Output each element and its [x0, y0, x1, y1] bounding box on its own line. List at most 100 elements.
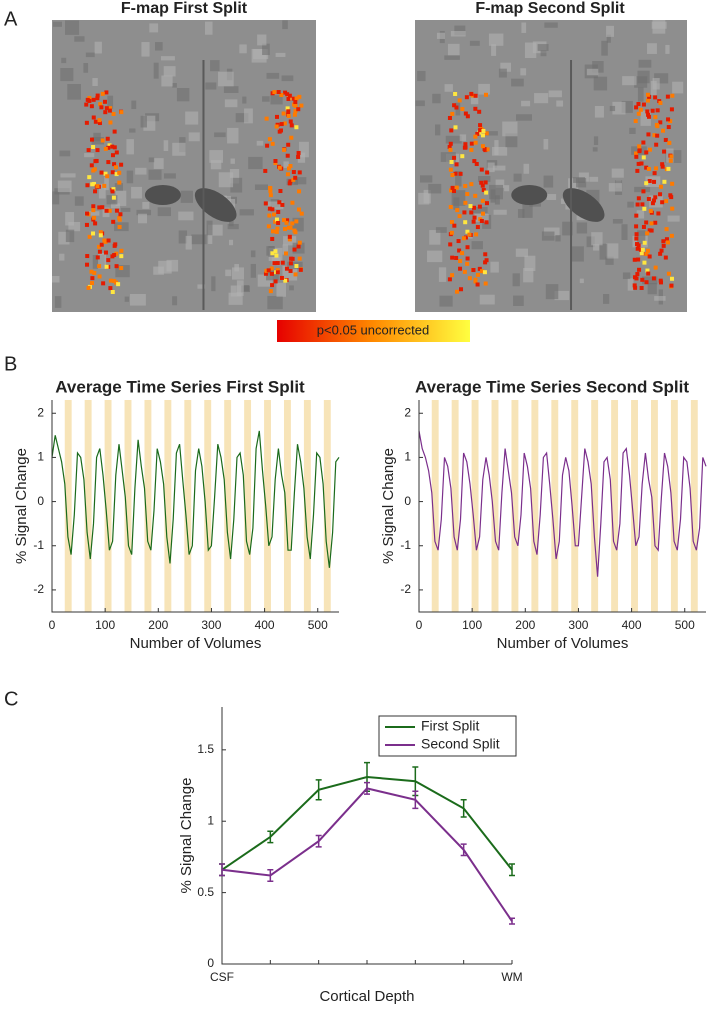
y-tick-label: 0: [404, 494, 411, 508]
activation: [87, 175, 92, 180]
activation: [291, 96, 296, 101]
activation: [478, 123, 483, 128]
activation: [93, 189, 98, 194]
chart-title: Average Time Series First Split: [55, 377, 305, 396]
texture: [256, 140, 264, 146]
activation: [662, 149, 667, 154]
texture: [59, 253, 65, 261]
texture: [129, 293, 146, 306]
texture: [586, 236, 595, 248]
texture: [115, 190, 127, 206]
activation: [659, 248, 664, 253]
activation: [637, 144, 642, 149]
texture: [492, 165, 506, 171]
texture: [85, 52, 95, 58]
activation: [636, 196, 641, 201]
texture: [163, 66, 176, 77]
texture: [523, 163, 530, 174]
activation: [646, 167, 651, 172]
texture: [593, 76, 608, 91]
stimulus-block: [591, 400, 599, 612]
activation: [281, 111, 286, 116]
stimulus-block: [204, 400, 212, 612]
activation: [285, 218, 290, 223]
ventricle: [511, 185, 548, 205]
texture: [524, 42, 537, 59]
activation: [90, 276, 95, 281]
activation: [479, 180, 484, 185]
activation: [666, 271, 671, 276]
activation: [278, 188, 283, 193]
activation: [450, 273, 455, 278]
activation: [464, 95, 469, 100]
texture: [131, 100, 137, 110]
activation: [653, 220, 658, 225]
activation: [270, 229, 275, 234]
activation: [113, 165, 118, 170]
texture: [53, 21, 63, 27]
activation: [107, 208, 112, 213]
texture: [609, 105, 616, 112]
activation: [463, 184, 468, 189]
texture: [562, 221, 573, 236]
activation: [646, 271, 651, 276]
texture: [137, 213, 148, 224]
texture: [436, 32, 446, 39]
texture: [537, 44, 549, 51]
activation: [95, 148, 100, 153]
x-tick-label: WM: [501, 970, 522, 984]
activation: [282, 121, 287, 126]
activation: [293, 100, 298, 105]
activation: [114, 208, 119, 213]
activation: [119, 254, 124, 259]
texture: [647, 43, 657, 54]
texture: [107, 95, 114, 109]
activation: [474, 161, 479, 166]
activation: [97, 274, 102, 279]
texture: [205, 82, 217, 90]
activation: [647, 94, 652, 99]
stimulus-block: [491, 400, 499, 612]
activation: [117, 170, 122, 175]
activation: [651, 198, 656, 203]
activation: [280, 202, 285, 207]
activation: [288, 269, 293, 274]
texture: [248, 156, 263, 170]
texture: [74, 36, 85, 42]
activation: [669, 283, 674, 288]
activation: [637, 267, 642, 272]
activation: [465, 114, 470, 119]
activation: [666, 125, 671, 130]
activation: [282, 218, 287, 223]
texture: [120, 207, 131, 212]
activation: [85, 254, 90, 259]
activation: [275, 261, 280, 266]
activation: [482, 147, 487, 152]
texture: [67, 83, 81, 100]
activation: [114, 251, 119, 256]
activation: [106, 145, 111, 150]
activation: [296, 154, 301, 159]
chart-title: Average Time Series Second Split: [415, 377, 689, 396]
activation: [460, 251, 465, 256]
activation: [450, 255, 455, 260]
y-tick-label: 2: [404, 405, 411, 419]
texture: [239, 44, 247, 54]
texture: [612, 218, 623, 224]
error-bar: [364, 781, 370, 795]
activation: [106, 238, 111, 243]
activation: [457, 248, 462, 253]
texture: [427, 250, 443, 263]
error-bar: [315, 834, 322, 848]
activation: [655, 108, 660, 113]
activation: [665, 240, 670, 245]
texture: [435, 227, 447, 233]
texture: [65, 229, 75, 243]
activation: [475, 272, 480, 277]
activation: [456, 239, 461, 244]
texture: [578, 172, 589, 182]
activation: [119, 248, 124, 253]
texture: [57, 180, 72, 193]
activation: [467, 276, 472, 281]
